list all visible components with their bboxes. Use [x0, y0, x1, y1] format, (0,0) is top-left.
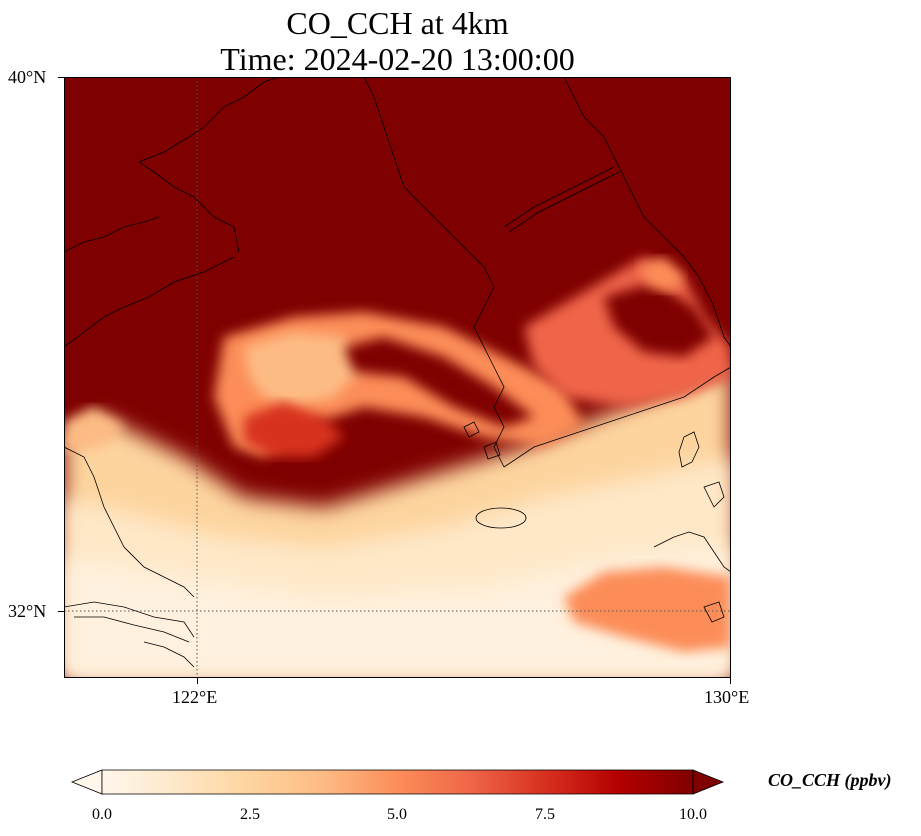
field-west-low [64, 407, 124, 452]
field-east-spot [639, 257, 684, 292]
jeju-island [475, 507, 527, 529]
field-plume-dark [344, 337, 534, 427]
tick-mark-lat-32 [58, 611, 64, 612]
tick-label-lat-40: 40°N [8, 67, 47, 87]
colorbar [70, 769, 725, 795]
colorbar-extend-low [70, 769, 103, 795]
coastlines [64, 77, 731, 668]
map-time: Time: 2024-02-20 13:00:00 [220, 41, 575, 77]
colorbar-tick-0: 0.0 [92, 806, 112, 823]
tick-mark-lat-40 [58, 77, 64, 78]
map-title: CO_CCH at 4km [286, 5, 509, 41]
colorbar-outline [101, 769, 694, 795]
field-southeast-patch [564, 567, 731, 652]
tick-mark-lon-122 [197, 678, 198, 684]
map-frame [64, 77, 731, 678]
field-east-dark [604, 282, 714, 357]
map-plot-area [64, 77, 731, 678]
colorbar-label: CO_CCH (ppbv) [768, 770, 892, 790]
tick-mark-lon-130 [730, 678, 731, 684]
field-plume-light [244, 332, 364, 407]
colorbar-tick-7-5: 7.5 [535, 806, 555, 823]
tick-label-lat-32: 32°N [8, 601, 47, 621]
tick-label-lon-122: 122°E [172, 687, 218, 707]
field-plume-red [244, 402, 344, 457]
colorbar-tick-5: 5.0 [387, 806, 407, 823]
field-lowest-south [64, 547, 731, 678]
colorbar-gradient [102, 770, 693, 794]
colorbar-extend-high [692, 769, 725, 795]
colorbar-tick-2-5: 2.5 [240, 806, 260, 823]
tick-label-lon-130: 130°E [704, 687, 750, 707]
colorbar-tick-10: 10.0 [679, 806, 707, 823]
